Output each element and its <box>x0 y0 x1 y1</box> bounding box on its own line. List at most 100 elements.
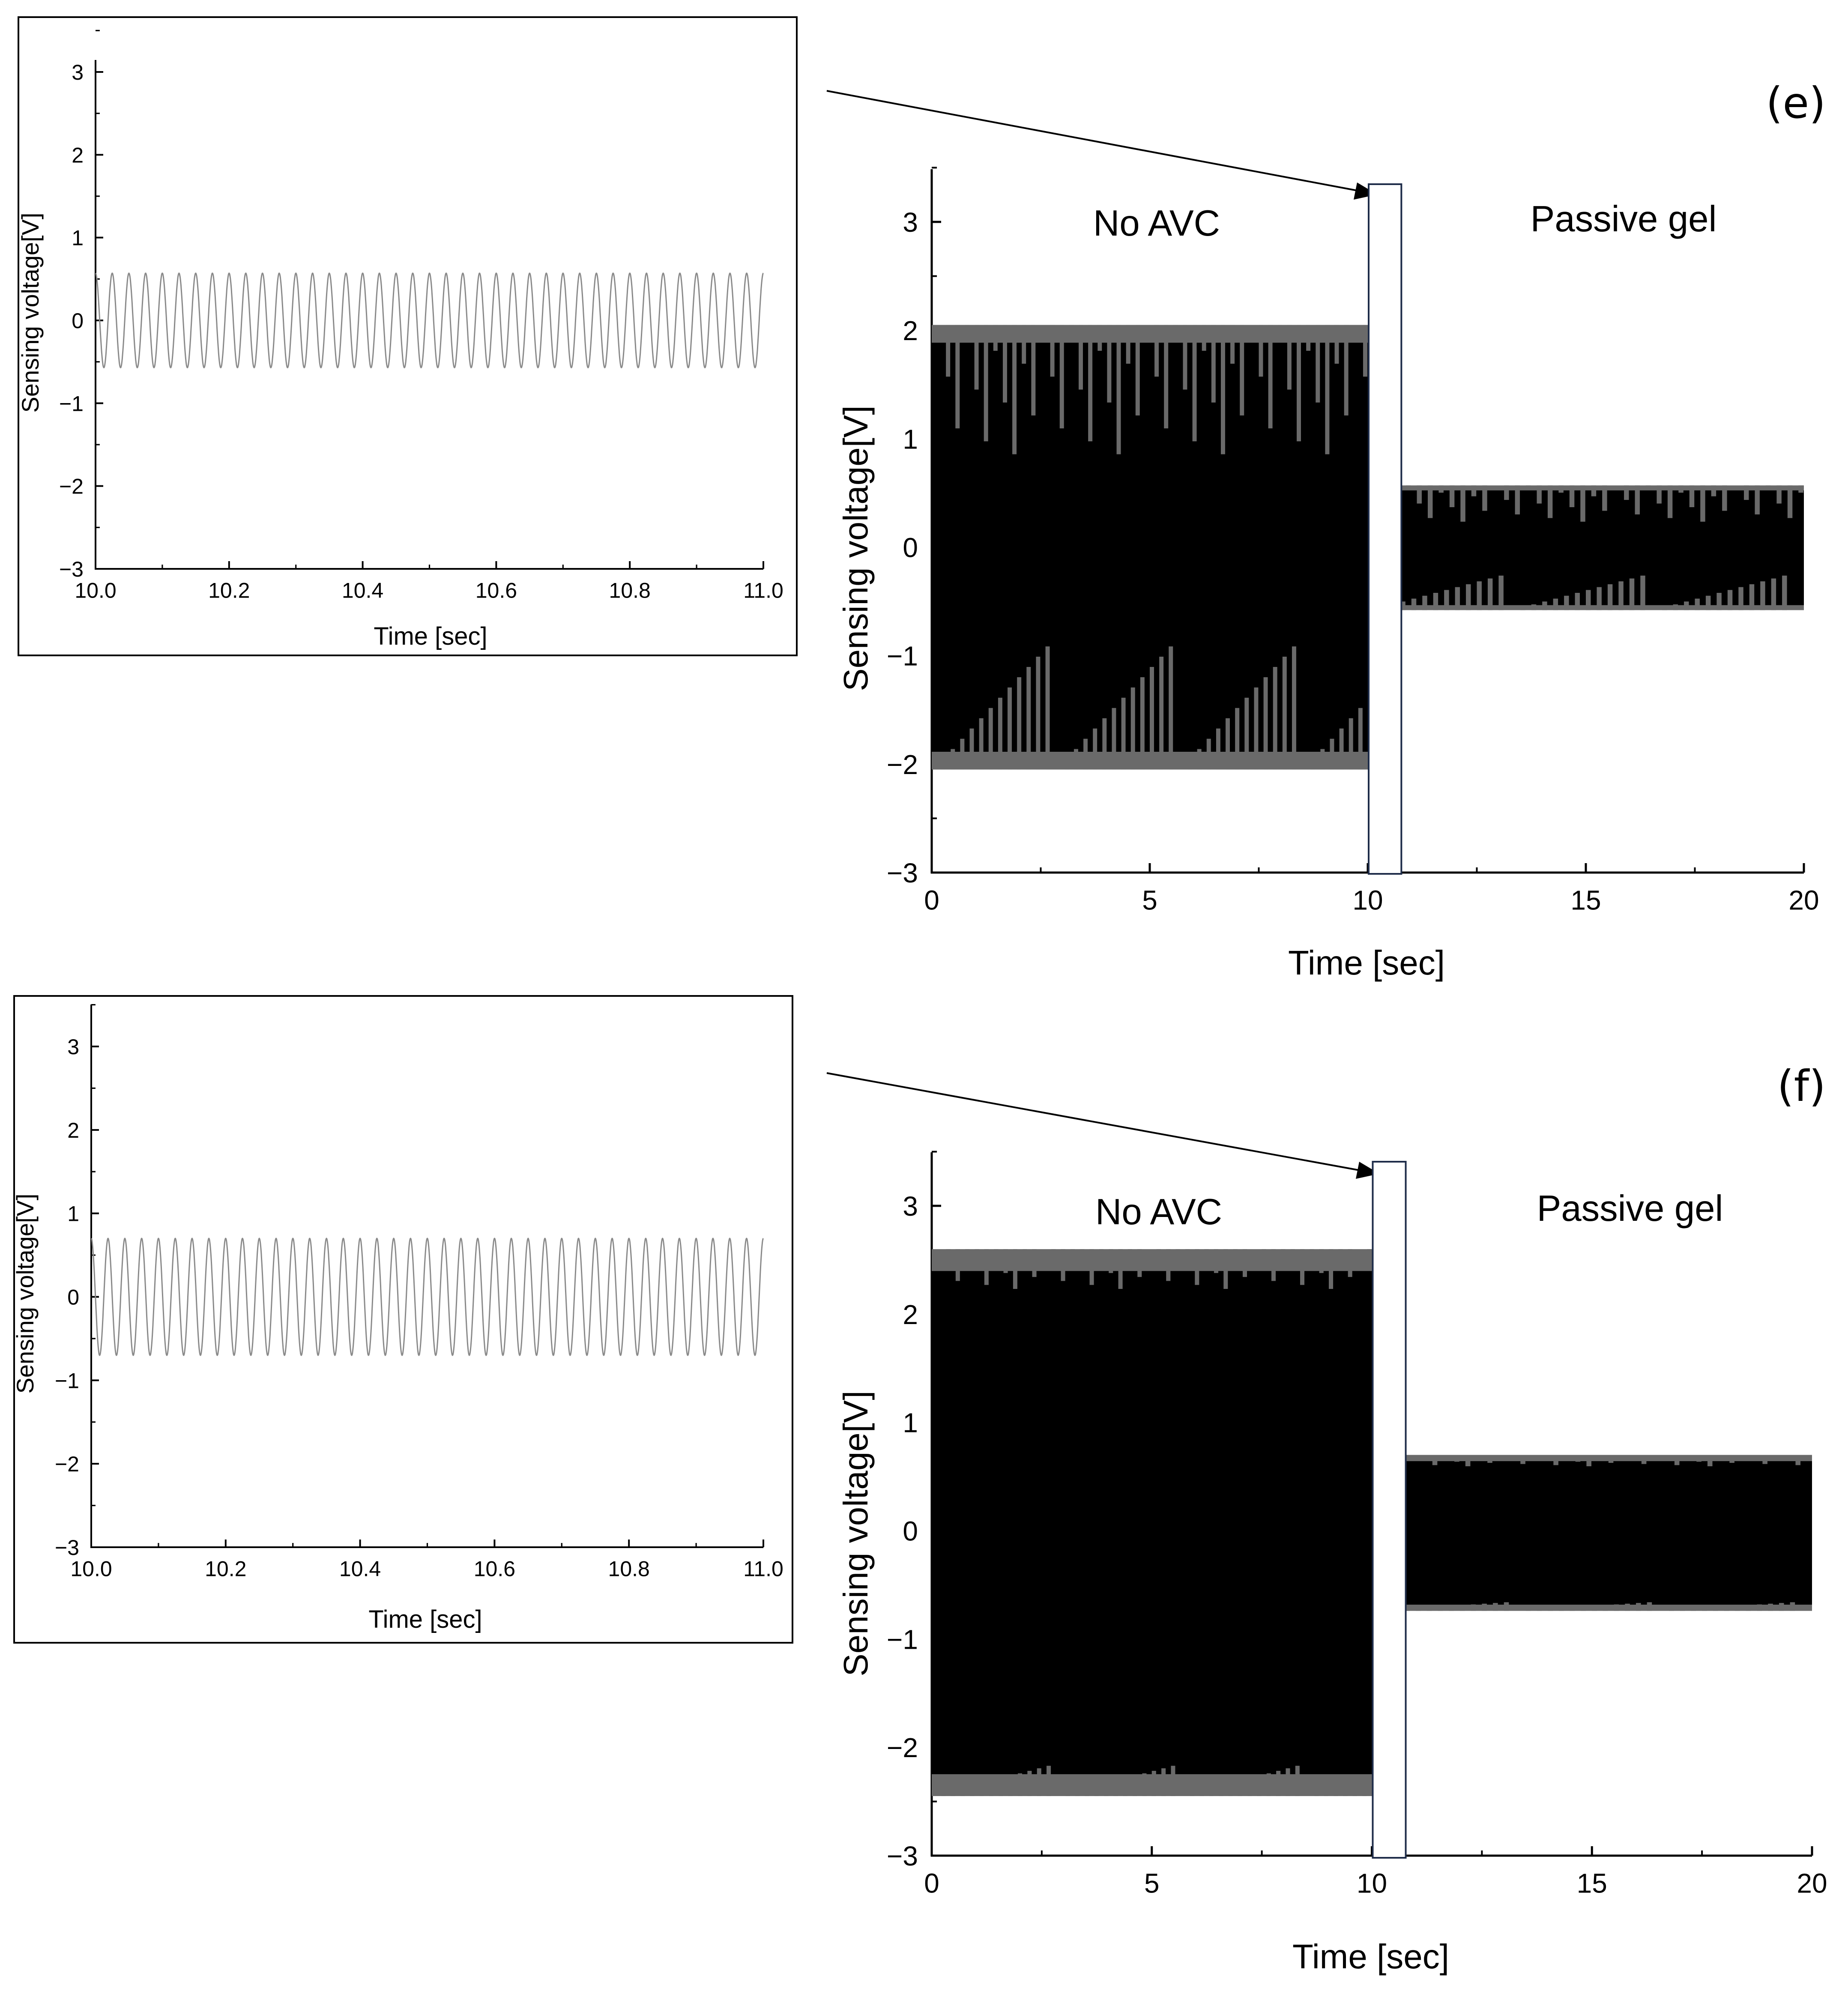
envelope-texture <box>1300 1249 1305 1285</box>
x-tick-label: 10.6 <box>475 579 517 603</box>
envelope-texture <box>1684 601 1689 610</box>
envelope-texture <box>1338 1249 1343 1261</box>
envelope-texture <box>1277 325 1282 338</box>
envelope-texture <box>1185 1249 1190 1269</box>
envelope-texture <box>1219 1786 1223 1796</box>
envelope-texture <box>1012 325 1017 454</box>
envelope-texture <box>965 1249 970 1253</box>
envelope-texture <box>1762 1455 1767 1464</box>
panel-label-f: (f) <box>1777 1061 1826 1111</box>
envelope-texture <box>1206 738 1211 770</box>
envelope-core <box>932 1271 1372 1774</box>
y-tick-label: −2 <box>887 749 918 780</box>
envelope-texture <box>1112 708 1116 770</box>
envelope-texture <box>998 697 1002 770</box>
envelope-texture <box>975 1249 979 1269</box>
envelope-texture <box>1161 1768 1166 1796</box>
envelope-texture <box>1154 325 1159 377</box>
envelope-texture <box>1032 1249 1037 1277</box>
y-tick-label: −3 <box>887 1841 918 1871</box>
envelope-texture <box>946 1249 951 1265</box>
y-axis-label: Sensing voltage[V] <box>837 1390 875 1676</box>
envelope-texture <box>1602 485 1607 511</box>
envelope-texture <box>1263 677 1268 770</box>
envelope-texture <box>994 1249 999 1257</box>
envelope-texture <box>1211 325 1216 403</box>
zoom-arrow <box>826 90 1377 200</box>
envelope-texture <box>1586 590 1591 610</box>
envelope-texture <box>1273 667 1277 770</box>
envelope-texture <box>1471 485 1477 496</box>
envelope-texture <box>970 1786 975 1796</box>
envelope-texture <box>955 325 960 429</box>
envelope-texture <box>1339 728 1344 770</box>
x-tick-label: 11.0 <box>743 1557 783 1581</box>
y-tick-label: 1 <box>67 1202 79 1226</box>
envelope-texture <box>951 749 955 770</box>
envelope-texture <box>1771 578 1776 610</box>
envelope-texture <box>1059 325 1064 429</box>
envelope-texture <box>1630 1455 1636 1460</box>
envelope-texture <box>1618 581 1624 610</box>
envelope-texture <box>1537 1609 1542 1611</box>
envelope-texture <box>1187 759 1192 770</box>
envelope-texture <box>1233 1249 1238 1261</box>
envelope-texture <box>1454 1455 1459 1462</box>
envelope-texture <box>1123 1778 1127 1796</box>
y-axis-label: Sensing voltage[V] <box>837 405 875 691</box>
envelope-texture <box>1716 593 1722 610</box>
x-tick-label: 11.0 <box>743 579 783 603</box>
envelope-texture <box>1085 1788 1089 1796</box>
x-axis-label: Time [sec] <box>1292 1937 1449 1976</box>
envelope-texture <box>1417 485 1422 504</box>
envelope-texture <box>1432 1455 1438 1465</box>
envelope-texture <box>1126 325 1130 364</box>
envelope-texture <box>1259 325 1263 377</box>
envelope-texture <box>1013 1249 1017 1289</box>
envelope-texture <box>1421 1455 1426 1461</box>
envelope-texture <box>1310 1249 1314 1257</box>
envelope-texture <box>1537 485 1542 504</box>
envelope-texture <box>979 718 984 770</box>
envelope-texture <box>1669 1610 1674 1611</box>
envelope-texture <box>1254 687 1259 770</box>
envelope-texture <box>1515 485 1520 514</box>
envelope-texture <box>1586 1455 1591 1466</box>
envelope-texture <box>1760 581 1765 610</box>
envelope-texture <box>1352 1783 1357 1796</box>
y-tick-label: 2 <box>903 315 918 346</box>
series-passive-gel <box>1368 485 1804 610</box>
y-tick-label: −3 <box>59 557 84 581</box>
envelope-texture <box>1581 1606 1586 1611</box>
envelope-texture <box>1465 1455 1471 1466</box>
envelope-texture <box>1597 1455 1603 1459</box>
envelope-texture <box>1787 485 1793 518</box>
annotation-passive-gel: Passive gel <box>1537 1188 1723 1229</box>
x-tick-label: 10.2 <box>208 579 250 603</box>
envelope-texture <box>1416 1608 1421 1611</box>
x-tick-label: 20 <box>1788 885 1819 915</box>
envelope-texture <box>1362 1781 1367 1796</box>
envelope-texture <box>1094 1786 1099 1796</box>
envelope-texture <box>946 325 951 377</box>
envelope-texture <box>1657 485 1662 504</box>
envelope-texture <box>1674 1455 1680 1465</box>
envelope-texture <box>1027 1771 1032 1796</box>
envelope-texture <box>1282 657 1287 770</box>
envelope-texture <box>1564 595 1569 610</box>
envelope-texture <box>1405 1608 1410 1611</box>
envelope-texture <box>1268 325 1273 429</box>
envelope-texture <box>1553 1455 1558 1465</box>
envelope-texture <box>1235 708 1240 770</box>
envelope-texture <box>1099 1249 1103 1257</box>
envelope-texture <box>1784 1455 1790 1461</box>
zoom-window <box>1368 183 1402 875</box>
envelope-texture <box>1444 590 1449 610</box>
y-tick-label: 3 <box>72 60 84 84</box>
envelope-texture <box>1755 485 1760 514</box>
y-tick-label: 1 <box>903 424 918 454</box>
envelope-texture <box>1406 485 1411 489</box>
y-tick-label: 0 <box>903 532 918 563</box>
